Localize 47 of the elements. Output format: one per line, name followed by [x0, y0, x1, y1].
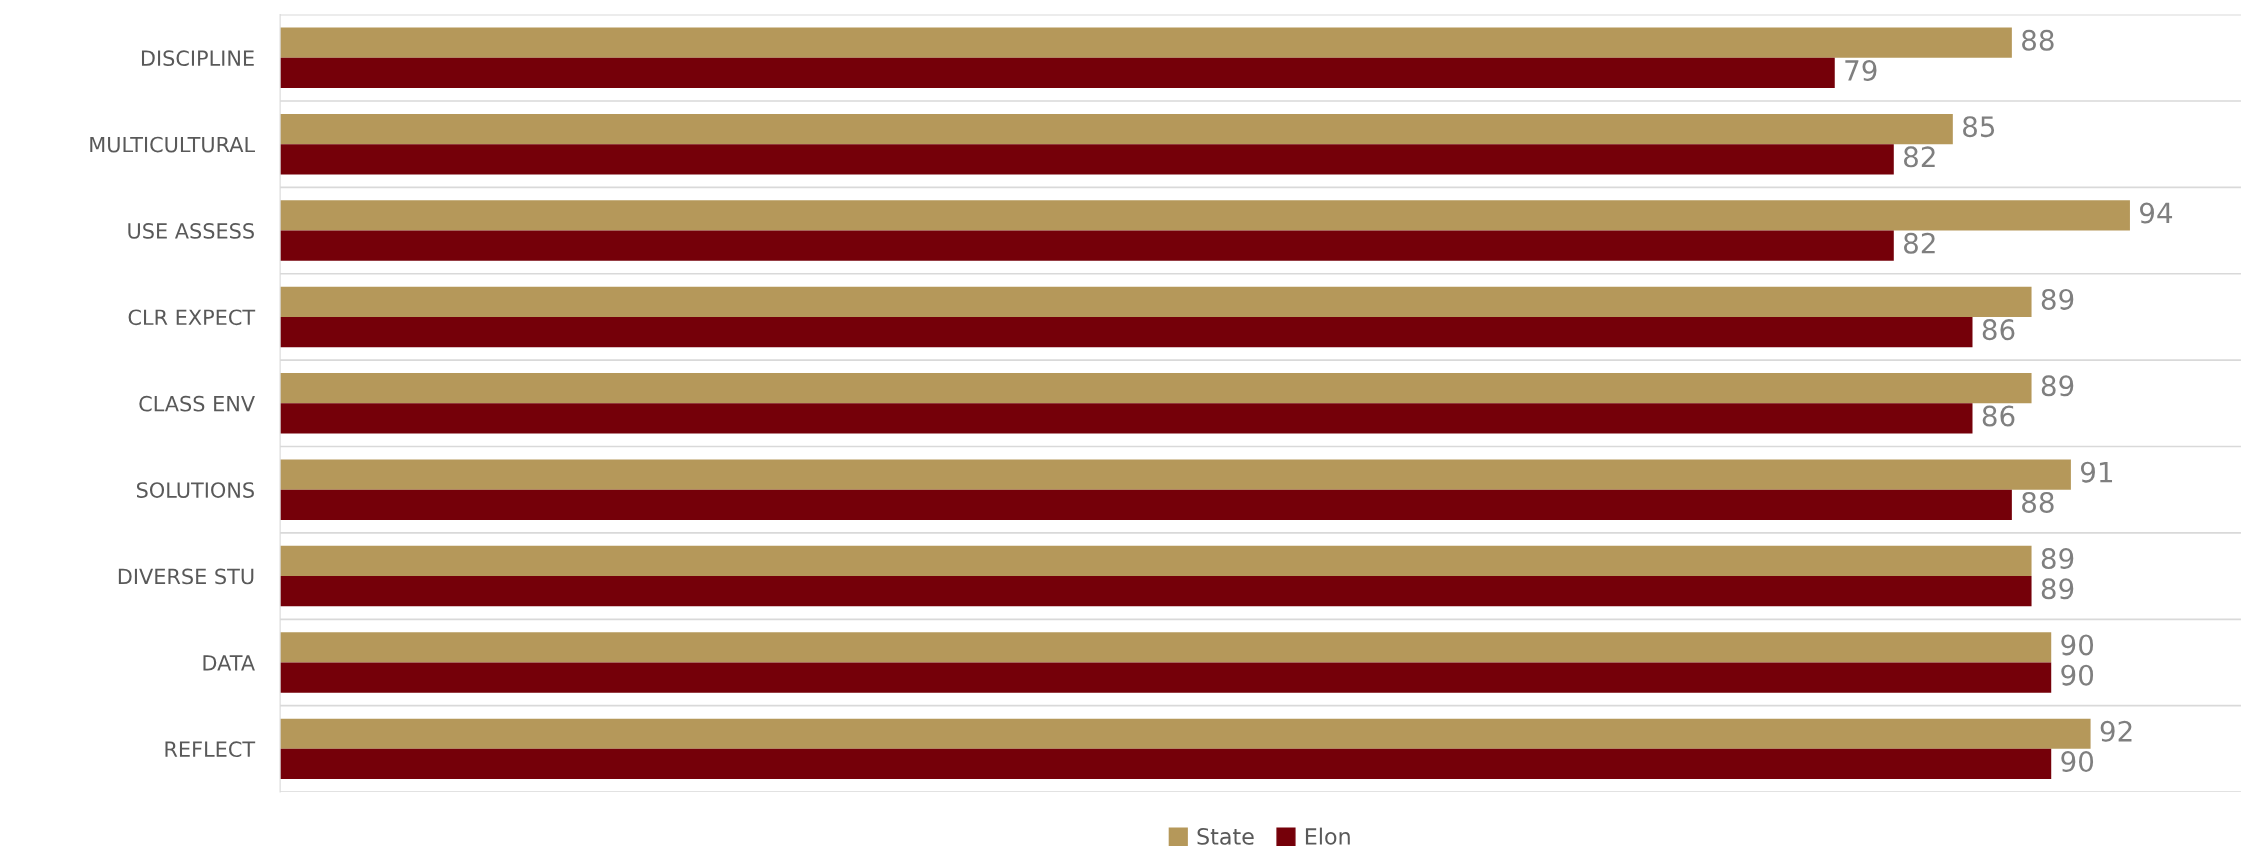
bar: [280, 748, 2052, 780]
bar: [280, 489, 2012, 520]
data-label: 86: [1982, 319, 2015, 341]
bar: [280, 632, 2052, 663]
data-label: 89: [2041, 375, 2074, 397]
bar: [280, 286, 2032, 317]
y-tick-label: MULTICULTURAL: [90, 136, 255, 153]
data-label: 88: [2022, 29, 2054, 51]
bar: [280, 459, 2071, 490]
bar: [280, 576, 2032, 607]
data-label: 82: [1904, 146, 1935, 168]
y-tick-label: USE ASSESS: [128, 223, 254, 239]
bar: [280, 200, 2130, 231]
data-label: 90: [2061, 751, 2094, 773]
data-label: 86: [1982, 405, 2015, 427]
data-label: 82: [1904, 232, 1935, 254]
bar: [280, 403, 1973, 434]
y-tick-label: DIVERSE STU: [118, 568, 254, 585]
bar: [280, 113, 1953, 145]
bar: [280, 57, 1835, 89]
data-label: 85: [1963, 116, 1995, 138]
bar: [280, 316, 1973, 348]
data-label: 89: [2041, 548, 2074, 570]
data-label: 94: [2140, 202, 2173, 224]
y-tick-label: CLR EXPECT: [128, 309, 256, 326]
legend-label: Elon: [1305, 827, 1350, 845]
y-tick-label: SOLUTIONS: [136, 482, 254, 498]
data-label: 90: [2061, 664, 2094, 686]
bar: [280, 545, 2032, 577]
data-label: 89: [2041, 288, 2074, 310]
data-label: 90: [2061, 634, 2094, 656]
y-tick-label: REFLECT: [165, 741, 256, 758]
data-label: 92: [2100, 720, 2132, 742]
data-label: 79: [1845, 59, 1877, 81]
bar: [280, 27, 2012, 58]
data-label: 91: [2080, 461, 2113, 483]
bar: [280, 144, 1894, 175]
y-tick-label: DATA: [203, 655, 255, 671]
data-label: 89: [2041, 578, 2074, 600]
y-tick-label: DISCIPLINE: [141, 50, 254, 67]
bar: [280, 718, 2091, 749]
bar: [280, 373, 2032, 404]
y-tick-label: CLASS ENV: [139, 395, 255, 412]
bar: [280, 230, 1894, 261]
bar: [280, 662, 2052, 693]
data-label: 88: [2022, 491, 2054, 513]
legend-label: State: [1197, 828, 1254, 845]
